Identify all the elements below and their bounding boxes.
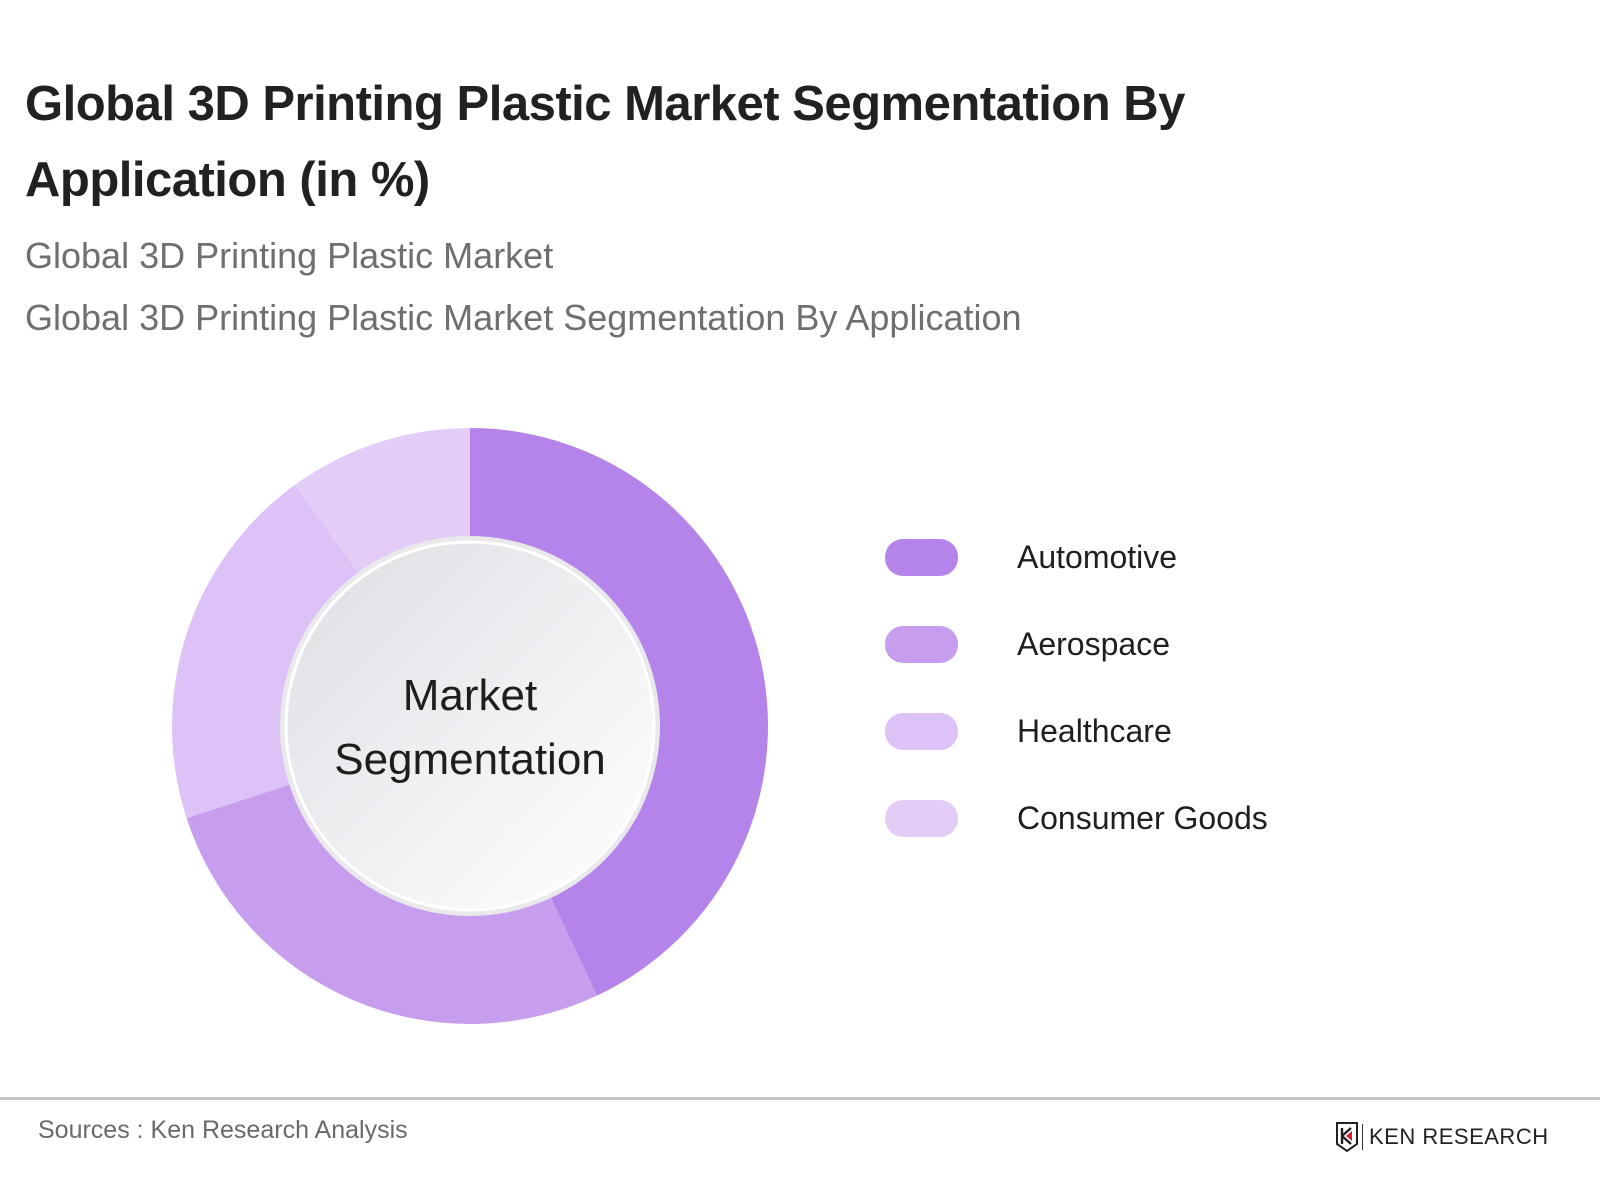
logo-separator (1362, 1124, 1363, 1150)
center-label-line1: Market (402, 671, 538, 720)
footer-divider (0, 1097, 1600, 1100)
logo-text: KEN RESEARCH (1369, 1124, 1549, 1149)
center-disc (284, 540, 656, 912)
legend-item-healthcare: Healthcare (885, 713, 1172, 800)
legend-item-consumer-goods: Consumer Goods (885, 800, 1268, 887)
chart-subtitle-market: Global 3D Printing Plastic Market (25, 235, 554, 276)
center-label: Market Segmentation (280, 538, 660, 918)
legend-swatch (885, 626, 958, 663)
donut-svg (172, 428, 768, 1024)
legend-label: Aerospace (1017, 626, 1170, 662)
legend-label: Consumer Goods (1017, 800, 1268, 836)
legend-label: Automotive (1017, 539, 1178, 575)
legend-swatch (885, 713, 958, 750)
chart-subtitle-segmentation: Global 3D Printing Plastic Market Segmen… (25, 297, 1022, 338)
source-note: Sources : Ken Research Analysis (38, 1116, 408, 1144)
donut-chart: Market Segmentation (170, 428, 770, 1028)
chart-legend: Automotive Aerospace Healthcare Consumer… (885, 539, 1268, 887)
legend-label: Healthcare (1017, 713, 1172, 749)
chart-title: Global 3D Printing Plastic Market Segmen… (25, 77, 1185, 207)
legend-item-automotive: Automotive (885, 539, 1177, 626)
center-label-line2: Segmentation (334, 735, 606, 784)
ken-research-logo-icon (1336, 1122, 1358, 1152)
legend-item-aerospace: Aerospace (885, 626, 1170, 713)
legend-swatch (885, 539, 958, 576)
ken-research-logo: KEN RESEARCH (1336, 1120, 1549, 1154)
legend-swatch (885, 800, 958, 837)
